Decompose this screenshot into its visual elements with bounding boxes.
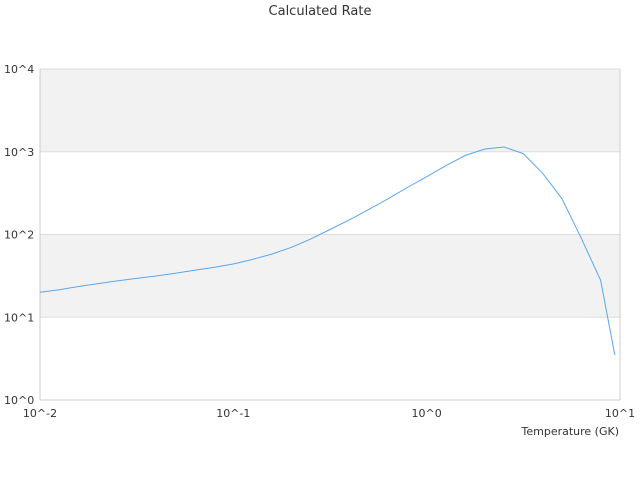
x-tick-label: 10^0 xyxy=(412,407,442,420)
grid-bands xyxy=(40,69,620,400)
y-tick-label: 10^2 xyxy=(4,229,34,242)
x-tick-label: 10^-2 xyxy=(23,407,57,420)
y-tick-labels: 10^0 10^1 10^2 10^3 10^4 xyxy=(4,63,34,407)
grid-band xyxy=(40,151,620,235)
series-lines xyxy=(39,146,616,356)
y-tick-label: 10^1 xyxy=(4,311,34,324)
x-tick-label: 10^-1 xyxy=(216,407,250,420)
x-axis-label: Temperature (GK) xyxy=(521,425,620,438)
y-tick-label: 10^3 xyxy=(4,146,34,159)
grid-band xyxy=(40,317,620,400)
x-tick-labels: 10^-2 10^-1 10^0 10^1 xyxy=(23,407,635,420)
x-tick-label: 10^1 xyxy=(605,407,635,420)
chart-title: Calculated Rate xyxy=(268,4,372,19)
y-tick-label: 10^4 xyxy=(4,63,34,76)
grid-band xyxy=(40,69,620,152)
grid-band xyxy=(40,234,620,318)
axes xyxy=(39,69,621,401)
y-tick-label: 10^0 xyxy=(4,394,34,407)
series-line xyxy=(39,146,616,356)
